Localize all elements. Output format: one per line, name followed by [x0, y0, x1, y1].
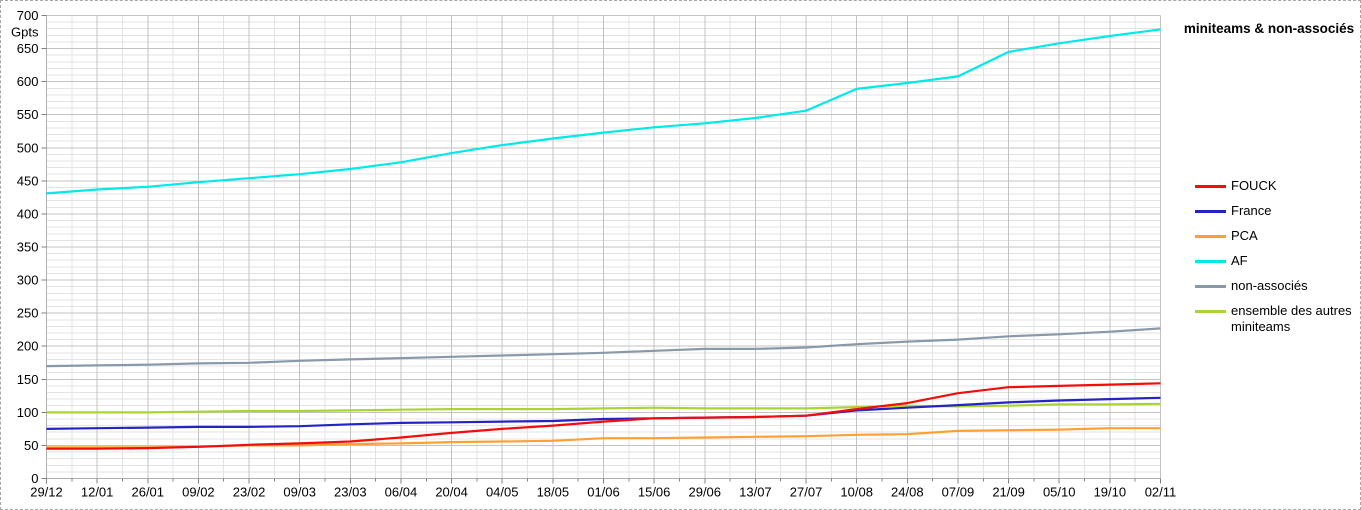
series-line-ensemble-des-autres-miniteams [46, 402, 1161, 414]
x-tick-label: 09/03 [283, 485, 316, 500]
legend-line-swatch [1195, 235, 1226, 238]
legend-label: ensemble des autres miniteams [1231, 303, 1352, 334]
legend-line-swatch [1195, 210, 1226, 213]
x-tick-label: 29/12 [30, 485, 63, 500]
y-tick-label: 200 [17, 339, 39, 354]
x-tick-label: 21/09 [992, 485, 1025, 500]
x-tick-label: 07/09 [942, 485, 975, 500]
legend-label: non-associés [1231, 278, 1308, 293]
y-axis-unit-label: Gpts [11, 25, 39, 40]
legend-line-swatch [1195, 260, 1226, 263]
x-tick-label: 29/06 [688, 485, 721, 500]
x-tick-label: 27/07 [790, 485, 823, 500]
chart-legend: FOUCK France PCA AF non-associés ensemble des… [1195, 178, 1360, 344]
x-tick-label: 01/06 [587, 485, 620, 500]
legend-label: AF [1231, 253, 1248, 268]
x-tick-label: 06/04 [385, 485, 418, 500]
x-tick-label: 05/10 [1043, 485, 1076, 500]
x-tick-label: 13/07 [739, 485, 772, 500]
x-tick-label: 10/08 [840, 485, 873, 500]
legend-label: France [1231, 203, 1272, 218]
legend-line-swatch [1195, 185, 1226, 188]
legend-label: PCA [1231, 228, 1258, 243]
y-tick-label: 50 [24, 438, 38, 453]
y-tick-label: 450 [17, 173, 39, 188]
legend-item-af: AF [1195, 253, 1360, 269]
x-tick-label: 04/05 [486, 485, 519, 500]
legend-item-france: France [1195, 203, 1360, 219]
x-tick-label: 02/11 [1145, 485, 1177, 500]
legend-line-swatch [1195, 285, 1226, 288]
x-tick-label: 15/06 [638, 485, 671, 500]
y-tick-label: 600 [17, 74, 39, 89]
series-line-fouck [46, 382, 1161, 450]
y-tick-label: 550 [17, 107, 39, 122]
x-tick-label: 24/08 [891, 485, 924, 500]
legend-line-swatch [1195, 310, 1226, 313]
series-line-af [46, 28, 1161, 195]
series-line-non-associ-s [46, 327, 1161, 368]
legend-label: FOUCK [1231, 178, 1277, 193]
x-tick-label: 20/04 [435, 485, 468, 500]
y-tick-label: 400 [17, 206, 39, 221]
legend-item-non-associ-s: non-associés [1195, 278, 1360, 294]
series-line-france [46, 396, 1161, 430]
x-tick-label: 23/02 [233, 485, 266, 500]
y-tick-label: 650 [17, 41, 39, 56]
y-tick-label: 150 [17, 372, 39, 387]
x-tick-label: 23/03 [334, 485, 367, 500]
x-tick-label: 18/05 [537, 485, 570, 500]
y-tick-label: 250 [17, 306, 39, 321]
y-tick-label: 100 [17, 405, 39, 420]
x-tick-label: 12/01 [81, 485, 114, 500]
y-tick-label: 300 [17, 273, 39, 288]
y-tick-label: 500 [17, 140, 39, 155]
legend-item-ensemble-des-autres-miniteams: ensemble des autres miniteams [1195, 303, 1360, 335]
x-tick-label: 09/02 [182, 485, 215, 500]
x-tick-label: 26/01 [131, 485, 164, 500]
chart-title: miniteams & non-associés [1183, 21, 1355, 36]
y-tick-label: 700 [17, 8, 39, 23]
legend-item-pca: PCA [1195, 228, 1360, 244]
legend-item-fouck: FOUCK [1195, 178, 1360, 194]
x-tick-label: 19/10 [1094, 485, 1127, 500]
y-tick-label: 0 [31, 471, 38, 486]
y-tick-label: 350 [17, 240, 39, 255]
